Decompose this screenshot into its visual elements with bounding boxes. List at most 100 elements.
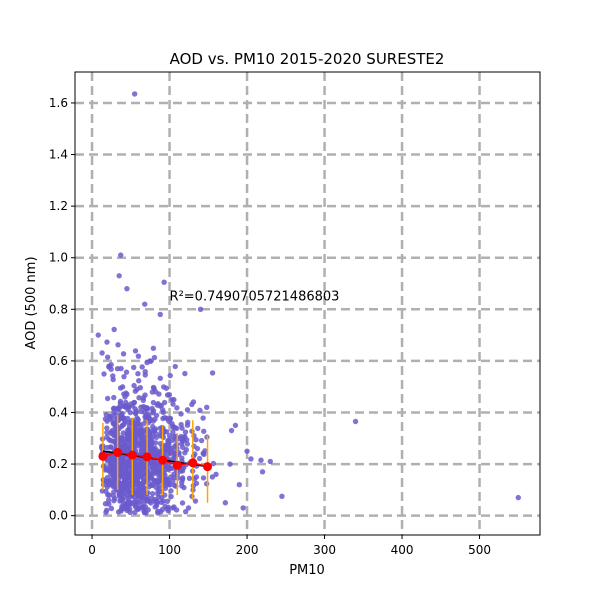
chart-title: AOD vs. PM10 2015-2020 SURESTE2 bbox=[170, 50, 445, 68]
scatter-point bbox=[121, 373, 127, 380]
scatter-point bbox=[222, 500, 229, 506]
scatter-point bbox=[137, 434, 143, 440]
scatter-point bbox=[164, 476, 170, 482]
scatter-point bbox=[181, 484, 187, 491]
scatter-point bbox=[127, 509, 133, 516]
scatter-point bbox=[111, 432, 117, 439]
scatter-point bbox=[119, 423, 125, 429]
scatter-point bbox=[123, 476, 129, 482]
scatter-point bbox=[213, 471, 219, 478]
scatter-point bbox=[192, 498, 199, 504]
scatter-point bbox=[515, 494, 521, 501]
scatter-point bbox=[182, 429, 189, 435]
scatter-point bbox=[168, 493, 174, 500]
scatter-point bbox=[117, 498, 123, 504]
scatter-point bbox=[119, 384, 126, 390]
scatter-point bbox=[132, 430, 139, 437]
scatter-point bbox=[172, 363, 178, 370]
scatter-point bbox=[164, 498, 171, 504]
scatter-point bbox=[122, 403, 128, 409]
scatter-point bbox=[155, 510, 161, 516]
scatter-point bbox=[183, 447, 190, 453]
scatter-point bbox=[145, 406, 151, 412]
scatter-point bbox=[203, 481, 210, 487]
scatter-point bbox=[279, 493, 285, 500]
scatter-point bbox=[227, 461, 233, 467]
scatter-point bbox=[131, 364, 137, 371]
scatter-point bbox=[157, 375, 163, 381]
binned-means bbox=[98, 447, 213, 472]
y-tick-label: 0.6 bbox=[49, 354, 68, 368]
scatter-point bbox=[102, 501, 109, 507]
scatter-point bbox=[185, 505, 192, 511]
scatter-point bbox=[157, 448, 163, 455]
scatter-point bbox=[161, 279, 167, 285]
scatter-point bbox=[104, 429, 110, 436]
scatter-point bbox=[232, 422, 239, 429]
outlier-points bbox=[95, 91, 521, 511]
scatter-point bbox=[156, 391, 162, 397]
scatter-point bbox=[145, 414, 152, 421]
scatter-point bbox=[185, 419, 191, 426]
scatter-point bbox=[190, 453, 197, 459]
scatter-point bbox=[189, 428, 195, 434]
scatter-point bbox=[153, 502, 160, 509]
scatter-point bbox=[135, 371, 141, 377]
scatter-point bbox=[108, 429, 114, 435]
scatter-point bbox=[184, 407, 191, 413]
scatter-point bbox=[134, 506, 141, 512]
scatter-point bbox=[137, 483, 144, 489]
scatter-point bbox=[149, 490, 156, 497]
scatter-point bbox=[110, 473, 116, 480]
scatter-point bbox=[136, 395, 142, 401]
scatter-point bbox=[131, 500, 138, 506]
scatter-point bbox=[108, 505, 115, 512]
scatter-point bbox=[198, 437, 205, 444]
scatter-point bbox=[117, 480, 124, 487]
scatter-point bbox=[156, 494, 162, 500]
scatter-point bbox=[119, 415, 126, 422]
scatter-point bbox=[107, 413, 113, 420]
scatter-point bbox=[174, 405, 180, 411]
x-axis-ticks: 0 100 200 300 400 500 bbox=[88, 535, 491, 557]
scatter-point bbox=[248, 456, 254, 462]
scatter-point bbox=[168, 488, 174, 494]
scatter-point bbox=[184, 437, 190, 443]
scatter-point bbox=[124, 467, 131, 474]
scatter-point bbox=[124, 500, 130, 506]
scatter-point bbox=[142, 301, 148, 307]
scatter-point bbox=[131, 91, 138, 97]
scatter-point bbox=[131, 382, 137, 389]
grid bbox=[75, 72, 540, 535]
scatter-point bbox=[116, 273, 122, 279]
scatter-point bbox=[166, 446, 172, 452]
scatter-point bbox=[111, 410, 117, 416]
scatter-point bbox=[204, 404, 210, 411]
scatter-point bbox=[118, 252, 124, 258]
scatter-point bbox=[259, 469, 266, 475]
scatter-point bbox=[179, 425, 185, 431]
scatter-point bbox=[115, 509, 122, 515]
scatter-point bbox=[104, 478, 110, 485]
scatter-point bbox=[128, 440, 135, 446]
scatter-point bbox=[169, 396, 175, 403]
scatter-point bbox=[124, 495, 130, 501]
scatter-point bbox=[179, 436, 185, 442]
binned-mean-point bbox=[172, 460, 182, 470]
y-tick-label: 1.6 bbox=[49, 96, 68, 110]
scatter-point bbox=[142, 392, 148, 398]
binned-mean-point bbox=[127, 450, 137, 460]
scatter-point bbox=[167, 415, 174, 422]
binned-mean-point bbox=[142, 452, 152, 462]
scatter-point bbox=[123, 369, 130, 375]
scatter-point bbox=[101, 371, 107, 377]
scatter-point bbox=[170, 429, 176, 435]
scatter-point bbox=[150, 399, 157, 406]
scatter-point bbox=[132, 348, 139, 354]
y-tick-label: 0.2 bbox=[49, 457, 68, 471]
scatter-point bbox=[193, 480, 200, 487]
scatter-point bbox=[123, 482, 129, 489]
scatter-point bbox=[111, 420, 118, 426]
scatter-point bbox=[170, 505, 176, 511]
scatter-point bbox=[152, 426, 159, 432]
